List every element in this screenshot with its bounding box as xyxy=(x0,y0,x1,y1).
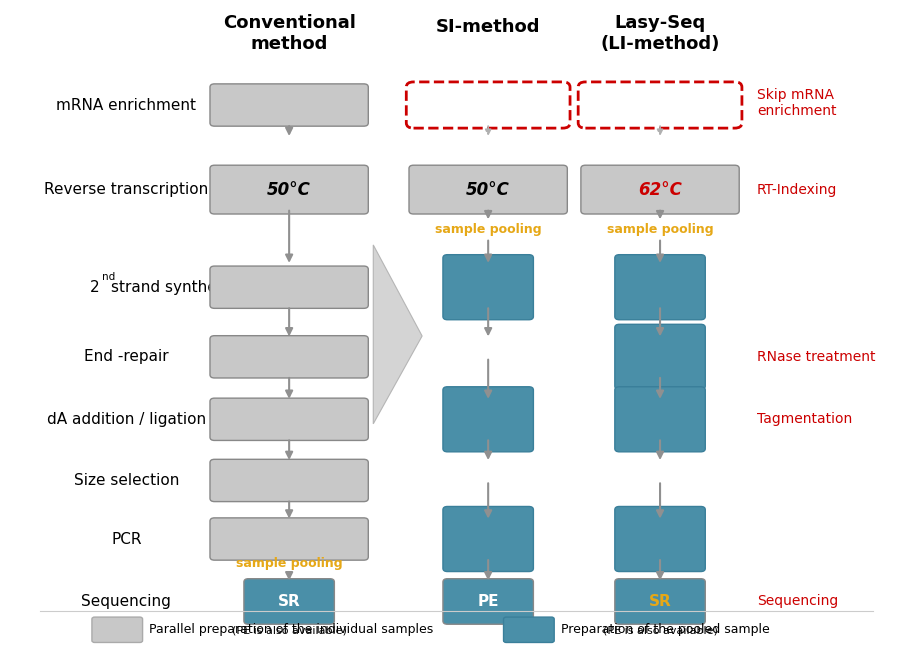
FancyBboxPatch shape xyxy=(210,335,368,378)
Text: 62°C: 62°C xyxy=(638,181,682,198)
FancyBboxPatch shape xyxy=(210,518,368,560)
FancyBboxPatch shape xyxy=(443,254,533,320)
Text: 2: 2 xyxy=(90,279,100,295)
Polygon shape xyxy=(373,245,422,424)
Text: nd: nd xyxy=(102,272,115,282)
FancyBboxPatch shape xyxy=(210,266,368,308)
FancyBboxPatch shape xyxy=(614,324,705,389)
Text: PE: PE xyxy=(477,594,498,609)
Text: Preparation of the pooled sample: Preparation of the pooled sample xyxy=(561,623,770,637)
Text: mRNA enrichment: mRNA enrichment xyxy=(57,98,196,113)
FancyBboxPatch shape xyxy=(614,579,705,624)
Text: SI-method: SI-method xyxy=(436,18,540,36)
Text: End -repair: End -repair xyxy=(84,349,169,364)
Text: sample pooling: sample pooling xyxy=(607,223,713,237)
Text: Reverse transcription: Reverse transcription xyxy=(44,182,208,197)
Text: Skip mRNA
enrichment: Skip mRNA enrichment xyxy=(757,88,836,118)
FancyBboxPatch shape xyxy=(210,165,368,214)
FancyBboxPatch shape xyxy=(92,617,142,643)
Text: Tagmentation: Tagmentation xyxy=(757,413,852,426)
FancyBboxPatch shape xyxy=(614,254,705,320)
FancyBboxPatch shape xyxy=(443,507,533,571)
Text: 50°C: 50°C xyxy=(467,181,510,198)
Text: dA addition / ligation: dA addition / ligation xyxy=(47,412,205,427)
Text: Conventional
method: Conventional method xyxy=(223,14,355,53)
Text: 50°C: 50°C xyxy=(268,181,311,198)
FancyBboxPatch shape xyxy=(210,459,368,501)
Text: Parallel preparation of the individual samples: Parallel preparation of the individual s… xyxy=(149,623,433,637)
Text: Sequencing: Sequencing xyxy=(757,594,838,608)
FancyBboxPatch shape xyxy=(210,398,368,440)
Text: SR: SR xyxy=(278,594,300,609)
Text: Lasy-Seq
(LI-method): Lasy-Seq (LI-method) xyxy=(601,14,719,53)
FancyBboxPatch shape xyxy=(581,165,740,214)
Text: (PE is also available): (PE is also available) xyxy=(232,625,347,635)
FancyBboxPatch shape xyxy=(614,507,705,571)
FancyBboxPatch shape xyxy=(504,617,554,643)
Text: SR: SR xyxy=(648,594,671,609)
FancyBboxPatch shape xyxy=(210,84,368,126)
Text: PCR: PCR xyxy=(111,532,142,546)
Text: (PE is also available): (PE is also available) xyxy=(603,625,718,635)
Text: RT-Indexing: RT-Indexing xyxy=(757,183,837,196)
Text: strand synthesis: strand synthesis xyxy=(110,279,236,295)
Text: sample pooling: sample pooling xyxy=(435,223,541,237)
Text: Sequencing: Sequencing xyxy=(81,594,172,609)
FancyBboxPatch shape xyxy=(443,579,533,624)
FancyBboxPatch shape xyxy=(244,579,334,624)
Text: Size selection: Size selection xyxy=(74,473,179,488)
FancyBboxPatch shape xyxy=(614,387,705,452)
FancyBboxPatch shape xyxy=(409,165,567,214)
FancyBboxPatch shape xyxy=(443,387,533,452)
Text: RNase treatment: RNase treatment xyxy=(757,350,876,364)
Text: sample pooling: sample pooling xyxy=(236,558,342,570)
